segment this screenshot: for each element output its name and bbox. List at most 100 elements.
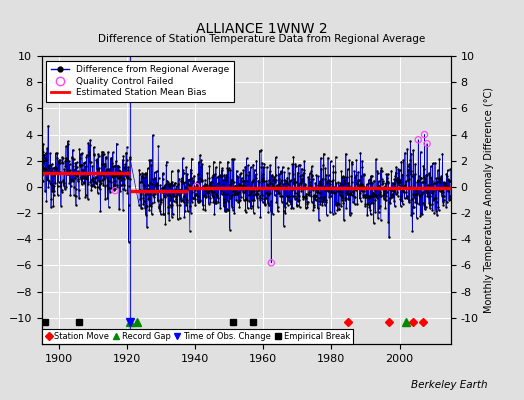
Point [255, 147, 264, 154]
Point [315, 190, 324, 196]
Point [413, 177, 422, 183]
Point [151, 175, 160, 181]
Point [68, 154, 76, 160]
Point [430, 180, 438, 186]
Point [315, 194, 323, 201]
Point [446, 196, 454, 202]
Point [261, 185, 269, 191]
Point [254, 190, 262, 197]
Point [342, 205, 351, 211]
Point [64, 169, 73, 175]
Point [265, 177, 273, 184]
Point [408, 228, 417, 234]
Point [377, 165, 386, 172]
Point [200, 182, 208, 189]
Point [122, 150, 130, 156]
Point [166, 182, 174, 189]
Point [247, 203, 256, 210]
Point [325, 194, 333, 200]
Point [200, 192, 209, 199]
Point [294, 198, 302, 204]
Point [380, 183, 389, 190]
Point [88, 176, 96, 182]
Point [424, 186, 432, 192]
Point [104, 204, 113, 210]
Point [252, 171, 260, 178]
Point [196, 178, 205, 184]
Point [77, 162, 85, 168]
Point [103, 166, 111, 172]
Point [293, 202, 301, 208]
Point [221, 208, 229, 214]
Point [85, 171, 93, 177]
Point [90, 144, 98, 150]
Point [192, 192, 200, 198]
Point [138, 174, 147, 181]
Point [55, 170, 63, 176]
Point [191, 192, 200, 199]
Point [248, 192, 257, 199]
Point [255, 184, 264, 191]
Point [80, 160, 89, 166]
Point [227, 179, 235, 186]
Point [86, 179, 95, 186]
Point [291, 196, 299, 202]
Point [60, 182, 68, 189]
Point [142, 203, 150, 210]
Point [312, 172, 321, 178]
Point [51, 164, 59, 170]
Point [264, 182, 272, 189]
Point [365, 195, 374, 201]
Point [302, 195, 310, 201]
Point [169, 191, 178, 197]
Point [269, 184, 277, 190]
Point [374, 209, 383, 216]
Point [63, 138, 72, 144]
Point [151, 181, 160, 187]
Point [110, 187, 118, 193]
Point [367, 199, 376, 206]
Point [80, 180, 89, 187]
Point [193, 183, 201, 190]
Point [394, 192, 402, 199]
Point [115, 206, 123, 212]
Point [113, 182, 121, 188]
Point [429, 188, 437, 194]
Point [244, 205, 252, 212]
Point [275, 181, 283, 188]
Point [411, 161, 419, 167]
Point [340, 217, 348, 223]
Point [364, 185, 372, 191]
Point [207, 183, 215, 189]
Point [248, 197, 256, 204]
Point [179, 170, 188, 176]
Point [377, 168, 386, 175]
Point [174, 166, 182, 173]
Point [357, 188, 366, 195]
Point [403, 146, 411, 152]
Point [301, 182, 310, 188]
Point [438, 151, 446, 157]
Point [351, 201, 359, 207]
Point [350, 186, 358, 192]
Point [97, 160, 106, 167]
Point [433, 178, 442, 185]
Point [438, 192, 446, 199]
Point [66, 161, 74, 167]
Point [280, 169, 289, 176]
Point [350, 185, 358, 192]
Point [211, 200, 220, 206]
Point [363, 200, 372, 207]
Point [211, 171, 219, 177]
Point [118, 156, 127, 163]
Point [59, 178, 68, 185]
Point [202, 182, 210, 188]
Point [280, 208, 288, 214]
Point [93, 166, 101, 172]
Point [395, 179, 403, 185]
Point [291, 162, 300, 169]
Point [378, 180, 387, 186]
Point [156, 208, 164, 214]
Point [271, 179, 279, 186]
Point [322, 211, 331, 218]
